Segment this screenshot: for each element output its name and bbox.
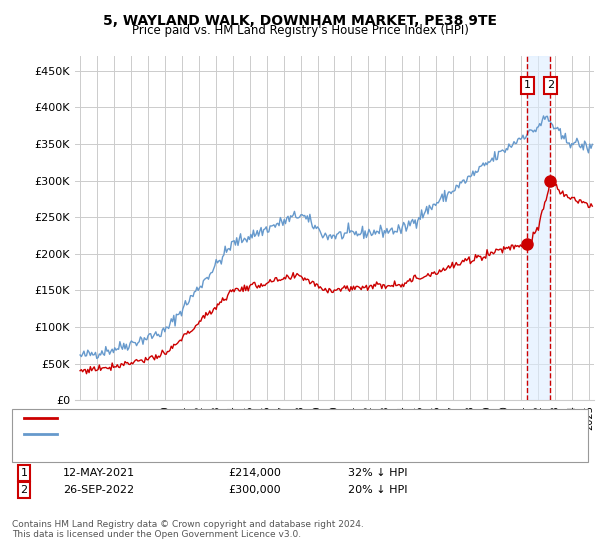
Text: HPI: Average price, detached house, King's Lynn and West Norfolk: HPI: Average price, detached house, King…: [60, 429, 404, 439]
Text: 32% ↓ HPI: 32% ↓ HPI: [348, 468, 407, 478]
Text: 5, WAYLAND WALK, DOWNHAM MARKET, PE38 9TE (detached house): 5, WAYLAND WALK, DOWNHAM MARKET, PE38 9T…: [60, 413, 418, 423]
Text: Price paid vs. HM Land Registry's House Price Index (HPI): Price paid vs. HM Land Registry's House …: [131, 24, 469, 37]
Text: £300,000: £300,000: [228, 485, 281, 495]
Text: 2: 2: [20, 485, 28, 495]
Text: 26-SEP-2022: 26-SEP-2022: [63, 485, 134, 495]
Text: 5, WAYLAND WALK, DOWNHAM MARKET, PE38 9TE: 5, WAYLAND WALK, DOWNHAM MARKET, PE38 9T…: [103, 14, 497, 28]
Text: 1: 1: [20, 468, 28, 478]
Text: Contains HM Land Registry data © Crown copyright and database right 2024.
This d: Contains HM Land Registry data © Crown c…: [12, 520, 364, 539]
Text: 1: 1: [524, 80, 531, 90]
Bar: [527, 56, 550, 400]
Text: 2: 2: [547, 80, 554, 90]
Text: 12-MAY-2021: 12-MAY-2021: [63, 468, 135, 478]
Text: 20% ↓ HPI: 20% ↓ HPI: [348, 485, 407, 495]
Text: £214,000: £214,000: [228, 468, 281, 478]
